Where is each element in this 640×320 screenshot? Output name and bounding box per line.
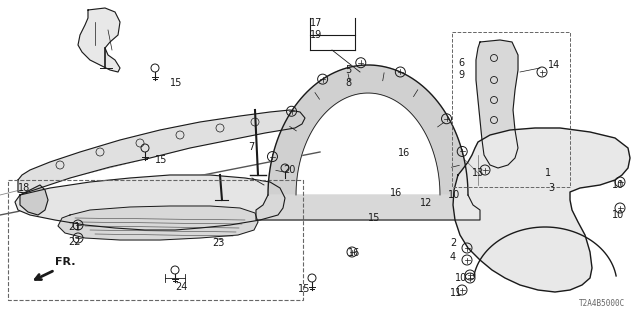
Polygon shape <box>256 195 480 220</box>
Text: 18: 18 <box>18 183 30 193</box>
Text: 17: 17 <box>310 18 323 28</box>
Text: 16: 16 <box>390 188 403 198</box>
Text: 13: 13 <box>472 168 484 178</box>
Polygon shape <box>15 175 285 230</box>
Text: 1: 1 <box>545 168 551 178</box>
Polygon shape <box>268 65 468 195</box>
Text: 6: 6 <box>458 58 464 68</box>
Text: 3: 3 <box>548 183 554 193</box>
Text: 14: 14 <box>548 60 560 70</box>
Text: 15: 15 <box>368 213 380 223</box>
Bar <box>8 180 303 300</box>
Text: 9: 9 <box>458 70 464 80</box>
Text: 15: 15 <box>170 78 182 88</box>
Polygon shape <box>18 110 305 193</box>
Text: 8: 8 <box>345 78 351 88</box>
Text: 15: 15 <box>155 155 168 165</box>
Text: 4: 4 <box>450 252 456 262</box>
Text: 11: 11 <box>450 288 462 298</box>
Text: 16: 16 <box>348 248 360 258</box>
Polygon shape <box>20 185 48 215</box>
Text: 5: 5 <box>345 65 351 75</box>
Text: T2A4B5000C: T2A4B5000C <box>579 299 625 308</box>
Polygon shape <box>476 40 518 168</box>
Text: FR.: FR. <box>55 257 76 267</box>
Text: 10: 10 <box>455 273 467 283</box>
Text: 2: 2 <box>450 238 456 248</box>
Circle shape <box>281 164 289 172</box>
Text: 10: 10 <box>612 180 624 190</box>
Text: 10: 10 <box>612 210 624 220</box>
Text: 22: 22 <box>68 237 81 247</box>
Text: 20: 20 <box>283 165 296 175</box>
Text: 12: 12 <box>420 198 433 208</box>
Text: 10: 10 <box>448 190 460 200</box>
Text: 24: 24 <box>175 282 188 292</box>
Polygon shape <box>58 206 258 240</box>
Text: 15: 15 <box>298 284 310 294</box>
Text: 7: 7 <box>248 142 254 152</box>
Polygon shape <box>78 8 120 72</box>
Text: 21: 21 <box>68 222 81 232</box>
Polygon shape <box>453 128 630 292</box>
Text: 16: 16 <box>398 148 410 158</box>
Bar <box>452 32 570 187</box>
Text: 19: 19 <box>310 30 323 40</box>
Text: 23: 23 <box>212 238 225 248</box>
